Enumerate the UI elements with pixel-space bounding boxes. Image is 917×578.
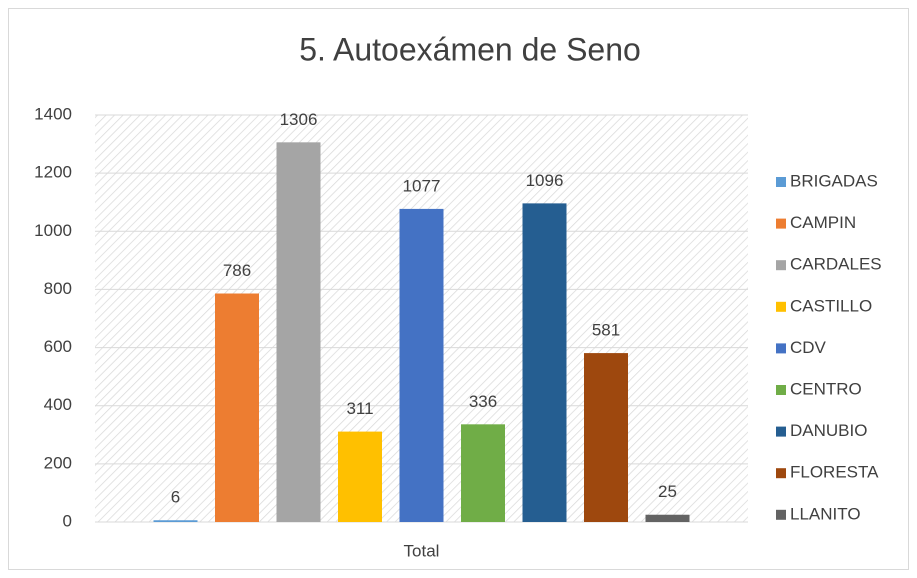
legend-label: CDV (790, 338, 827, 357)
data-label: 581 (592, 321, 620, 340)
bar (338, 431, 382, 522)
data-label: 1077 (403, 176, 441, 195)
legend-swatch (776, 260, 786, 271)
legend-swatch (776, 343, 786, 354)
bar (399, 208, 444, 523)
legend-label: BRIGADAS (790, 171, 878, 190)
legend-swatch (776, 218, 786, 229)
data-label: 25 (658, 482, 677, 501)
legend-label: FLORESTA (790, 463, 879, 482)
y-tick-label: 800 (44, 279, 72, 298)
y-tick-label: 1200 (34, 163, 72, 182)
y-tick-label: 1000 (34, 221, 72, 240)
legend-label: DANUBIO (790, 421, 867, 440)
data-label: 786 (223, 261, 251, 280)
legend-swatch (776, 468, 786, 479)
y-tick-label: 400 (44, 395, 72, 414)
bar (215, 293, 259, 522)
legend-swatch (776, 301, 786, 312)
bar (522, 203, 567, 522)
y-tick-label: 600 (44, 337, 72, 356)
legend-label: CAMPIN (790, 213, 856, 232)
data-label: 1096 (526, 171, 564, 190)
legend-swatch (776, 426, 786, 437)
bar (153, 520, 198, 522)
legend-label: LLANITO (790, 504, 861, 523)
y-tick-label: 0 (63, 511, 72, 530)
bar (584, 353, 628, 522)
data-label: 1306 (280, 110, 318, 129)
chart-title: 5. Autoexámen de Seno (299, 31, 641, 67)
y-tick-label: 1400 (34, 104, 72, 123)
legend-label: CENTRO (790, 379, 862, 398)
data-label: 6 (171, 488, 180, 507)
legend-swatch (776, 509, 786, 520)
bar (276, 142, 321, 522)
legend-label: CARDALES (790, 255, 882, 274)
legend-swatch (776, 177, 786, 187)
x-tick-label: Total (404, 541, 440, 560)
legend-swatch (776, 385, 786, 395)
legend-label: CASTILLO (790, 296, 872, 315)
data-label: 311 (346, 399, 373, 418)
data-label: 336 (469, 392, 497, 411)
bar (461, 424, 505, 522)
y-tick-label: 200 (44, 453, 72, 472)
bar (645, 514, 690, 522)
